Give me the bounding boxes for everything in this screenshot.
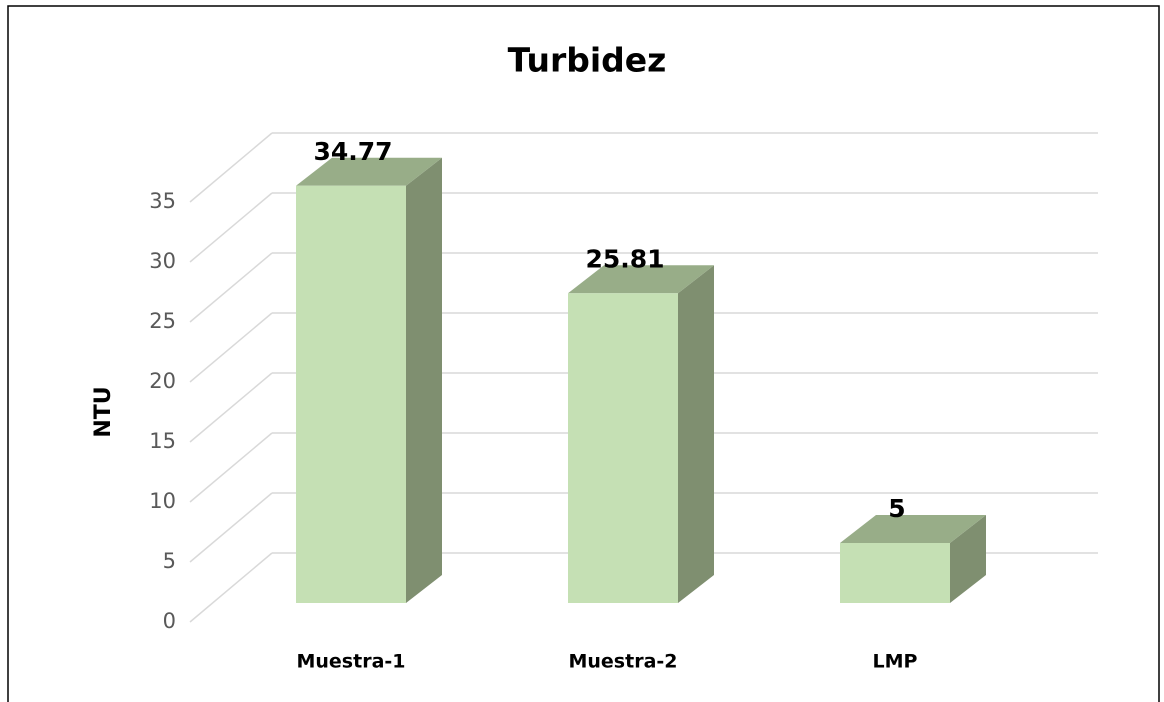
y-axis-label: NTU (91, 386, 116, 437)
bar-top (296, 157, 442, 186)
y-tick-label: 10 (149, 489, 176, 513)
bar-top (568, 265, 714, 294)
data-label: 5 (888, 494, 905, 523)
x-tick-label: Muestra-2 (568, 651, 677, 673)
bar (840, 543, 950, 603)
y-tick-label: 5 (163, 549, 176, 573)
chart-title: Turbidez (508, 41, 667, 80)
bar-side (678, 265, 714, 603)
grid-line (189, 192, 273, 263)
grid-line (189, 492, 273, 563)
y-tick-label: 30 (149, 249, 176, 273)
y-tick-label: 20 (149, 369, 176, 393)
grid-line (189, 312, 273, 383)
bar-side (950, 515, 986, 603)
grid-line (189, 372, 273, 443)
x-tick-label: LMP (873, 651, 918, 673)
y-tick-label: 35 (149, 189, 176, 213)
grid-line (189, 552, 273, 623)
data-label: 34.77 (313, 137, 392, 166)
bar (296, 185, 406, 603)
y-tick-label: 0 (163, 609, 176, 633)
y-tick-label: 15 (149, 429, 176, 453)
bar-top (840, 515, 986, 543)
x-tick-label: Muestra-1 (296, 651, 405, 673)
grid-line (189, 432, 273, 503)
y-tick-label: 25 (149, 309, 176, 333)
bar (568, 293, 678, 603)
bar-side (406, 157, 442, 603)
grid-line (189, 252, 273, 323)
data-label: 25.81 (585, 244, 664, 273)
grid-line (189, 132, 273, 203)
